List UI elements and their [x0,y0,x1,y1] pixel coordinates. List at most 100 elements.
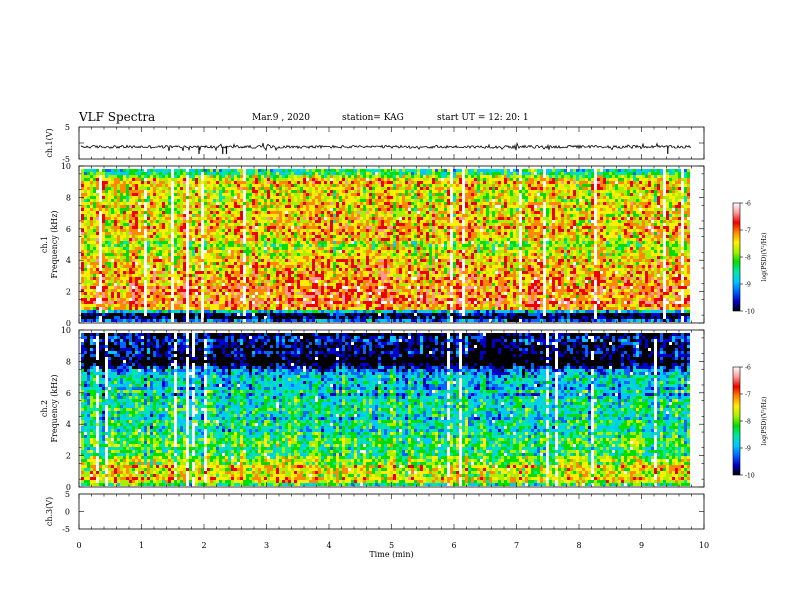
spectrogram-cell [411,259,414,262]
spectrogram-cell [447,298,450,301]
spectrogram-cell [435,286,438,289]
spectrogram-cell [462,265,465,268]
spectrogram-cell [561,289,564,292]
spectrogram-cell [567,289,570,292]
spectrogram-cell [624,280,627,283]
spectrogram-cell [432,268,435,271]
spectrogram-cell [465,295,468,298]
spectrogram-cell [357,259,360,262]
spectrogram-cell [108,262,111,265]
spectrogram-cell [504,295,507,298]
spectrogram-cell [540,289,543,292]
spectrogram-cell [414,262,417,265]
spectrogram-cell [531,289,534,292]
spectrogram-cell [180,259,183,262]
spectrogram-cell [606,295,609,298]
spectrogram-cell [294,286,297,289]
spectrogram-cell [123,313,126,316]
spectrogram-cell [249,262,252,265]
spectrogram-cell [360,295,363,298]
spectrogram-cell [201,292,204,295]
spectrogram-cell [318,316,321,319]
spectrogram-cell [312,283,315,286]
spectrogram-cell [339,280,342,283]
spectrogram-cell [555,298,558,301]
spectrogram-cell [363,295,366,298]
spectrogram-cell [396,310,399,313]
spectrogram-cell [147,259,150,262]
spectrogram-cell [423,256,426,259]
spectrogram-cell [345,256,348,259]
spectrogram-cell [195,310,198,313]
spectrogram-cell [267,262,270,265]
spectrogram-cell [168,250,171,253]
spectrogram-cell [246,268,249,271]
spectrogram-cell [474,289,477,292]
spectrogram-cell [177,262,180,265]
spectrogram-cell [204,313,207,316]
spectrogram-cell [498,274,501,277]
spectrogram-cell [642,265,645,268]
spectrogram-cell [303,271,306,274]
spectrogram-cell [234,280,237,283]
spectrogram-cell [546,277,549,280]
spectrogram-cell [627,277,630,280]
spectrogram-cell [648,304,651,307]
spectrogram-cell [651,289,654,292]
spectrogram-cell [240,259,243,262]
spectrogram-cell [672,301,675,304]
spectrogram-cell [633,286,636,289]
spectrogram-cell [432,319,435,322]
spectrogram-cell [114,310,117,313]
spectrogram-cell [675,301,678,304]
spectrogram-cell [408,298,411,301]
spectrogram-cell [249,250,252,253]
spectrogram-cell [177,265,180,268]
spectrogram-cell [168,265,171,268]
spectrogram-cell [135,262,138,265]
spectrogram-cell [165,268,168,271]
spectrogram-cell [459,280,462,283]
spectrogram-cell [201,277,204,280]
spectrogram-cell [345,301,348,304]
spectrogram-cell [426,265,429,268]
spectrogram-cell [354,292,357,295]
spectrogram-cell [546,253,549,256]
spectrogram-cell [552,319,555,322]
spectrogram-cell [462,277,465,280]
spectrogram-cell [432,286,435,289]
spectrogram-cell [381,250,384,253]
spectrogram-cell [330,253,333,256]
spectrogram-cell [252,310,255,313]
spectrogram-cell [105,304,108,307]
spectrogram-cell [363,250,366,253]
spectrogram-cell [261,298,264,301]
spectrogram-cell [105,292,108,295]
spectrogram-cell [333,304,336,307]
spectrogram-cell [600,304,603,307]
spectrogram-cell [474,319,477,322]
spectrogram-cell [81,286,84,289]
spectrogram-cell [81,316,84,319]
spectrogram-cell [531,283,534,286]
spectrogram-cell [171,265,174,268]
spectrogram-cell [147,313,150,316]
spectrogram-cell [579,286,582,289]
spectrogram-cell [144,274,147,277]
spectrogram-cell [402,250,405,253]
spectrogram-cell [162,271,165,274]
spectrogram-cell [525,313,528,316]
spectrogram-cell [612,256,615,259]
spectrogram-cell [657,307,660,310]
spectrogram-cell [348,259,351,262]
spectrogram-cell [261,295,264,298]
spectrogram-cell [243,253,246,256]
spectrogram-cell [672,277,675,280]
spectrogram-cell [618,295,621,298]
spectrogram-cell [573,289,576,292]
spectrogram-cell [579,316,582,319]
spectrogram-cell [234,256,237,259]
spectrogram-cell [567,286,570,289]
spectrogram-cell [435,316,438,319]
spectrogram-cell [213,289,216,292]
